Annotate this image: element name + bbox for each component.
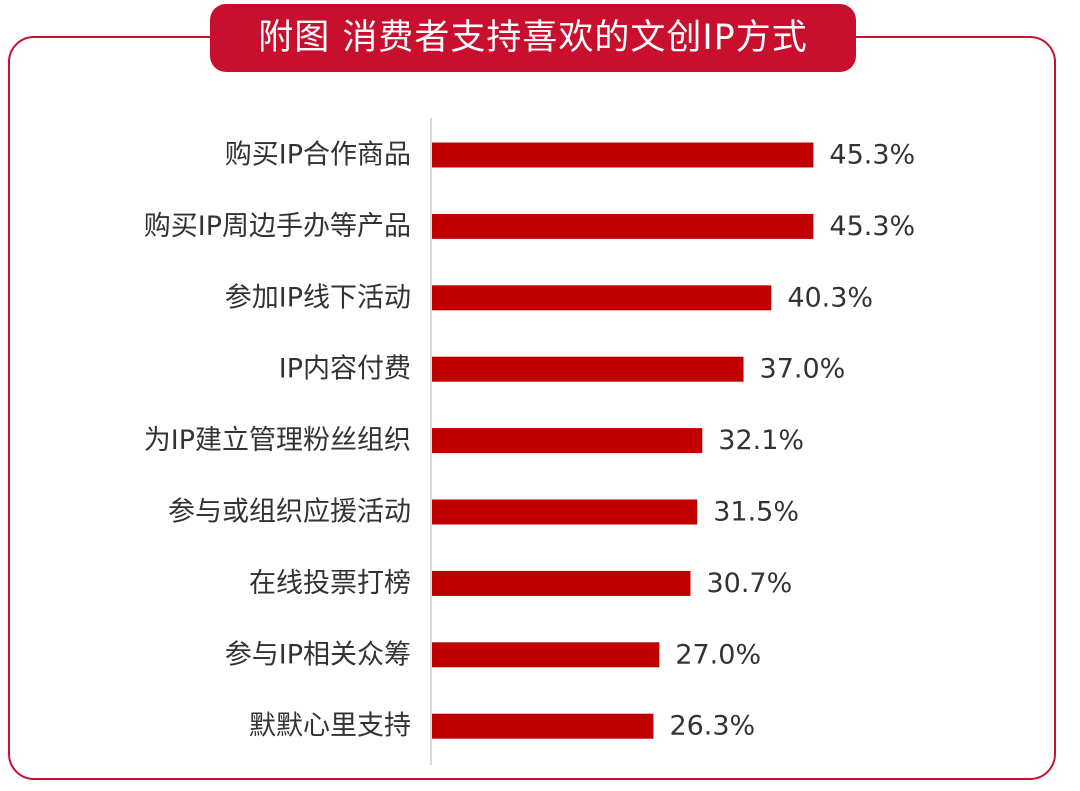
category-label-4: IP内容付费 xyxy=(279,354,411,385)
category-label-5: 为IP建立管理粉丝组织 xyxy=(144,425,411,456)
bar-8 xyxy=(432,642,660,668)
value-label-7: 30.7% xyxy=(706,568,792,599)
bar-9 xyxy=(432,713,654,739)
bar-1 xyxy=(432,142,814,168)
bar-7 xyxy=(432,570,691,596)
category-label-6: 参与或组织应援活动 xyxy=(168,497,411,528)
bar-6 xyxy=(432,499,698,525)
category-label-3: 参加IP线下活动 xyxy=(225,282,411,313)
category-label-1: 购买IP合作商品 xyxy=(225,140,411,171)
category-label-2: 购买IP周边手办等产品 xyxy=(144,211,411,242)
category-label-7: 在线投票打榜 xyxy=(249,568,411,599)
value-label-6: 31.5% xyxy=(713,497,799,528)
category-label-9: 默默心里支持 xyxy=(249,711,411,742)
value-label-2: 45.3% xyxy=(829,211,915,242)
bar-2 xyxy=(432,213,814,239)
category-label-8: 参与IP相关众筹 xyxy=(225,639,411,670)
chart-title: 附图 消费者支持喜欢的文创IP方式 xyxy=(210,4,856,72)
bar-5 xyxy=(432,428,703,454)
value-label-8: 27.0% xyxy=(675,639,761,670)
value-label-5: 32.1% xyxy=(718,425,804,456)
value-label-3: 40.3% xyxy=(787,282,873,313)
bar-4 xyxy=(432,356,744,382)
value-label-4: 37.0% xyxy=(760,354,846,385)
bar-3 xyxy=(432,285,772,311)
value-label-9: 26.3% xyxy=(669,711,755,742)
value-label-1: 45.3% xyxy=(829,140,915,171)
